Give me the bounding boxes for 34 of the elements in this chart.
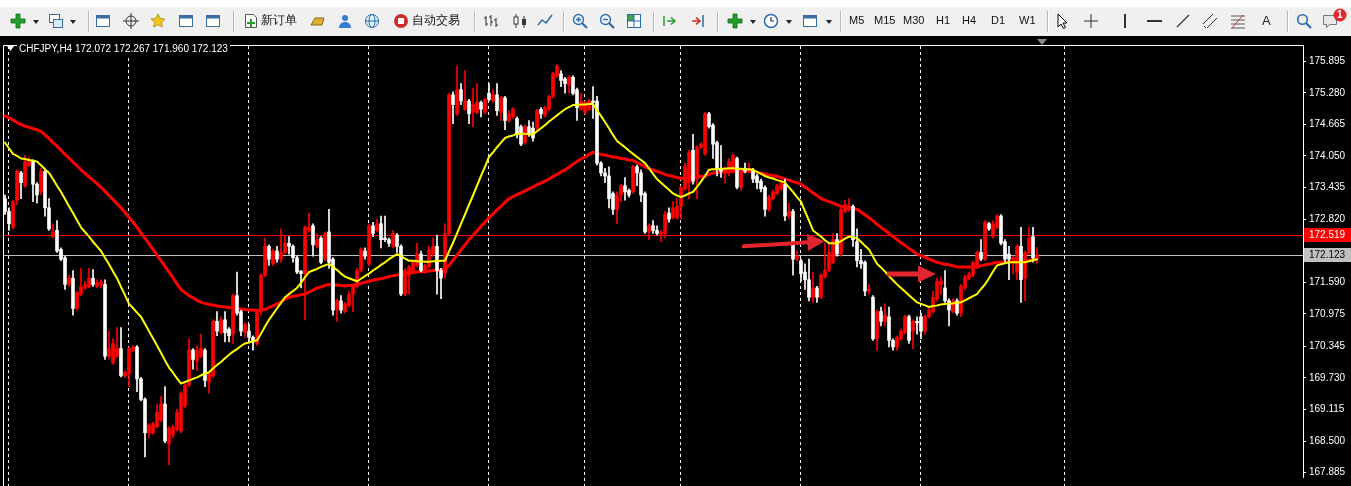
chart-title: CHFJPY,H4 172.072 172.267 171.960 172.123 bbox=[17, 43, 230, 55]
text: H1 bbox=[936, 14, 951, 26]
text: 新订单 bbox=[261, 13, 297, 27]
text: D1 bbox=[991, 14, 1006, 26]
ref-line-label: 172.123 bbox=[1309, 249, 1346, 261]
text: M30 bbox=[903, 14, 925, 26]
candlestick bbox=[915, 316, 919, 335]
text: M15 bbox=[874, 14, 896, 26]
ref-line-label: 172.519 bbox=[1309, 229, 1346, 241]
y-tick-label: 168.500 bbox=[1309, 434, 1346, 446]
text: 1 bbox=[1337, 9, 1343, 20]
text: 自动交易 bbox=[412, 13, 460, 27]
candlestick bbox=[463, 70, 467, 112]
text: M5 bbox=[849, 14, 865, 26]
candlestick bbox=[471, 87, 475, 127]
y-tick-label: 174.050 bbox=[1309, 149, 1346, 161]
text: A bbox=[1262, 13, 1271, 28]
y-tick-label: 170.975 bbox=[1309, 307, 1346, 319]
candlestick bbox=[383, 215, 387, 243]
y-tick-label: 171.590 bbox=[1309, 276, 1346, 288]
y-tick-label: 172.820 bbox=[1309, 212, 1346, 224]
y-tick-label: 174.665 bbox=[1309, 118, 1346, 130]
y-tick-label: 169.730 bbox=[1309, 371, 1346, 383]
candlestick bbox=[939, 276, 943, 295]
y-tick-label: 175.895 bbox=[1309, 54, 1346, 66]
y-tick-label: 175.280 bbox=[1309, 86, 1346, 98]
text: W1 bbox=[1019, 14, 1036, 26]
y-tick-label: 170.345 bbox=[1309, 340, 1346, 352]
y-tick-label: 167.885 bbox=[1309, 466, 1346, 478]
y-tick-label: 169.115 bbox=[1309, 403, 1345, 415]
candlestick bbox=[847, 198, 851, 212]
text: H4 bbox=[962, 14, 977, 26]
y-tick-label: 173.435 bbox=[1309, 181, 1346, 193]
candlestick bbox=[867, 284, 871, 295]
